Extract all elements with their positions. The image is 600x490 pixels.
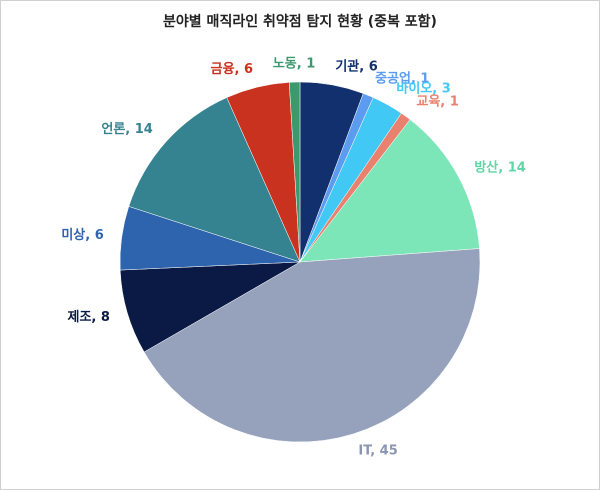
data-label: 기관, 6 [335,59,377,75]
data-label: 교육, 1 [416,93,458,109]
data-label: 미상, 6 [61,227,103,243]
data-label: 바이오, 3 [396,81,450,97]
data-label: 제조, 8 [68,310,110,325]
chart-title: 분야별 매직라인 취약점 탐지 현황 (중복 포함) [163,13,437,30]
pie-slice [143,248,481,443]
data-label: 방산, 14 [474,160,525,176]
data-label: 중공업, 1 [375,71,429,86]
data-label: 금융, 6 [211,61,253,77]
data-label: IT, 45 [358,444,397,459]
pie-slice [128,97,301,263]
data-label: 노동, 1 [273,57,315,72]
data-label: 언론, 14 [101,121,152,137]
pie-slice [288,81,301,263]
pie-slice [299,119,480,263]
